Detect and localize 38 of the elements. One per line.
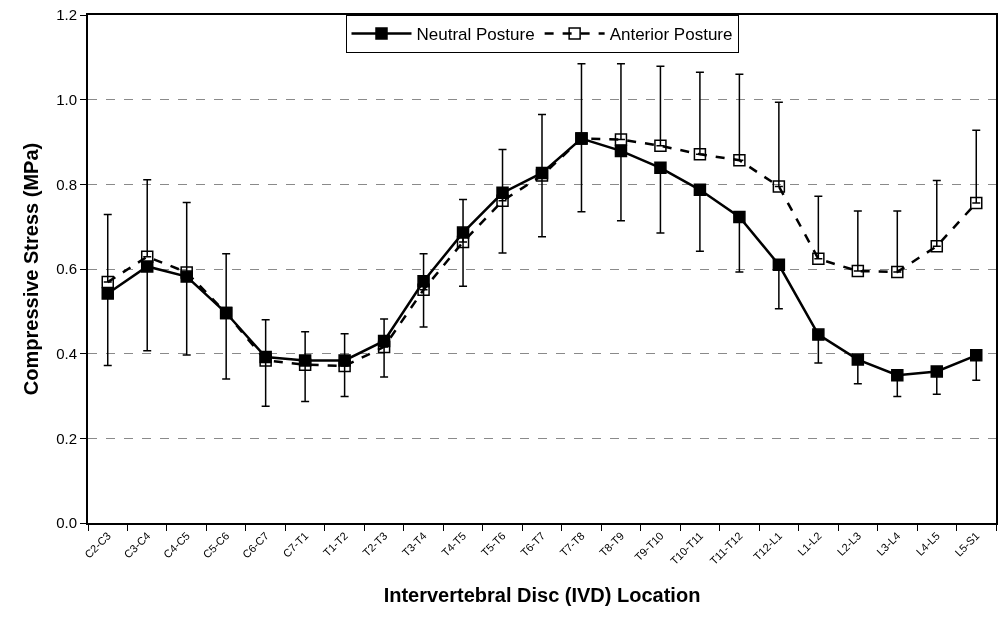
point	[812, 328, 825, 341]
legend-label: Anterior Posture	[609, 25, 733, 45]
legend-label: Neutral Posture	[416, 25, 535, 45]
point	[298, 358, 312, 371]
point	[851, 353, 865, 366]
y-tick-label: 0.8	[56, 175, 77, 193]
point	[180, 266, 193, 279]
point	[733, 210, 746, 224]
point	[772, 258, 786, 272]
point	[970, 349, 983, 362]
y-tick-label: 1.0	[56, 90, 77, 108]
point	[693, 183, 707, 197]
point	[259, 354, 272, 367]
point	[930, 239, 944, 253]
point	[693, 148, 707, 161]
point	[654, 139, 667, 153]
point	[456, 235, 470, 249]
y-axis-title: Compressive Stress (MPa)	[20, 142, 43, 396]
x-axis-title: Intervertebral Disc (IVD) Location	[383, 583, 701, 606]
y-tick-label: 0.6	[56, 260, 77, 278]
point	[891, 369, 904, 382]
point	[377, 340, 391, 354]
point	[733, 153, 746, 167]
point	[970, 196, 983, 210]
point	[101, 287, 114, 300]
point	[614, 133, 628, 146]
point	[140, 250, 154, 263]
y-tick-label: 0.0	[56, 514, 77, 532]
y-tick-label: 0.2	[56, 429, 77, 447]
point	[851, 264, 865, 278]
point	[654, 161, 667, 175]
point	[812, 252, 825, 266]
point	[891, 265, 904, 279]
y-tick-label: 0.4	[56, 344, 77, 362]
y-tick-label: 1.2	[56, 6, 77, 24]
point	[930, 365, 944, 378]
point	[772, 180, 786, 193]
point	[101, 275, 114, 289]
